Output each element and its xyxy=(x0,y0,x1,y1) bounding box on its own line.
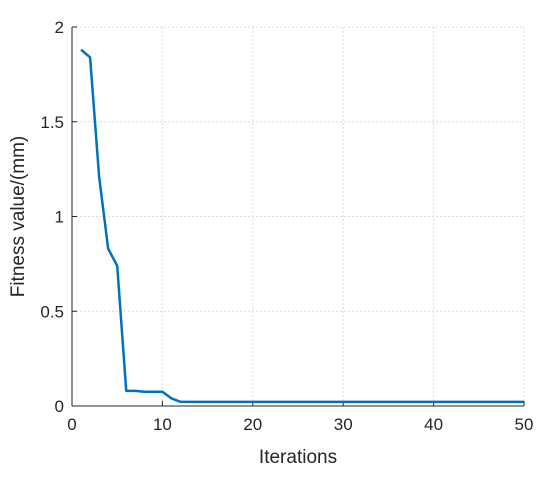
tick-labels: 0 10 20 30 40 50 0 0.5 1 1.5 2 xyxy=(40,18,533,434)
x-tick-label: 20 xyxy=(243,415,262,434)
y-tick-label: 2 xyxy=(55,18,64,37)
y-tick-label: 1 xyxy=(55,208,64,227)
fitness-series-line xyxy=(80,48,524,404)
y-tick-label: 0.5 xyxy=(40,302,64,321)
y-axis-label: Fitness value/(mm) xyxy=(8,136,29,298)
x-tick-label: 30 xyxy=(334,415,353,434)
x-axis-label: Iterations xyxy=(259,447,337,468)
y-tick-label: 1.5 xyxy=(40,113,64,132)
x-tick-label: 0 xyxy=(67,415,76,434)
x-tick-label: 40 xyxy=(424,415,443,434)
series xyxy=(80,48,524,404)
y-tick-label: 0 xyxy=(55,397,64,416)
grid xyxy=(72,26,525,406)
x-tick-label: 50 xyxy=(515,415,534,434)
x-tick-label: 10 xyxy=(153,415,172,434)
